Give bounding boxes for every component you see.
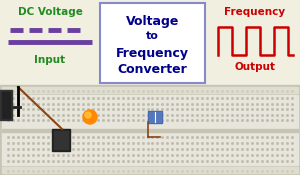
Text: Input: Input bbox=[34, 55, 66, 65]
Text: Output: Output bbox=[235, 62, 275, 72]
Text: DC Voltage: DC Voltage bbox=[18, 7, 83, 17]
Bar bbox=[2, 95, 298, 165]
Circle shape bbox=[83, 110, 97, 124]
Text: to: to bbox=[146, 31, 159, 41]
Text: Frequency: Frequency bbox=[224, 7, 286, 17]
Bar bbox=[0, 0, 300, 85]
Bar bbox=[2, 167, 298, 173]
Bar bbox=[2, 92, 10, 118]
Bar bbox=[54, 131, 68, 149]
Bar bbox=[0, 90, 12, 120]
FancyBboxPatch shape bbox=[100, 3, 205, 83]
Bar bbox=[2, 129, 298, 132]
Text: Frequency: Frequency bbox=[116, 47, 189, 60]
Bar bbox=[52, 129, 70, 151]
Bar bbox=[0, 85, 300, 175]
Bar bbox=[148, 111, 162, 123]
Bar bbox=[149, 112, 161, 122]
Bar bbox=[2, 87, 298, 93]
Text: Voltage: Voltage bbox=[126, 15, 179, 28]
Text: Converter: Converter bbox=[118, 63, 188, 76]
Circle shape bbox=[85, 112, 91, 118]
